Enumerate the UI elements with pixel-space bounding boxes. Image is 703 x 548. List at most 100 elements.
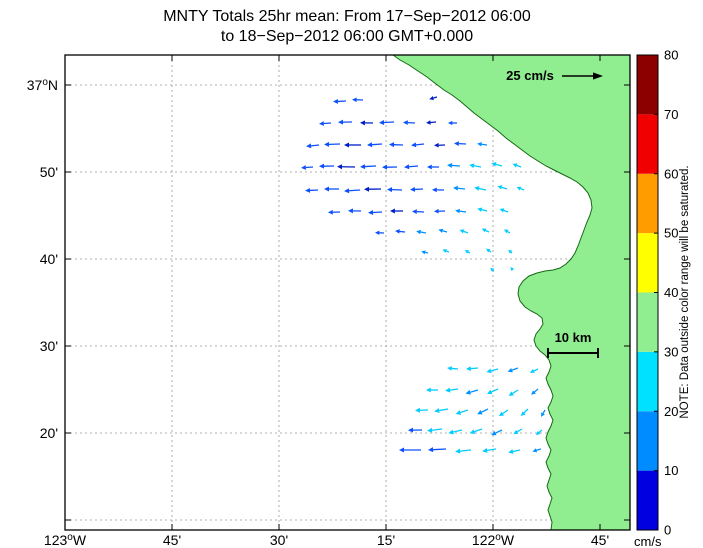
current-vector — [520, 408, 529, 416]
vector-head-icon — [434, 142, 439, 148]
vector-shaft — [481, 408, 489, 413]
deg-direction: N — [48, 77, 58, 93]
current-vector — [535, 429, 543, 436]
vector-shaft — [470, 367, 479, 370]
vector-shaft — [323, 122, 332, 125]
vector-head-icon — [516, 186, 522, 191]
vector-shaft — [470, 389, 479, 393]
current-vector — [319, 163, 335, 169]
current-vector — [395, 229, 406, 234]
current-vector — [382, 164, 398, 170]
current-vector — [434, 408, 449, 414]
current-vector — [477, 142, 488, 147]
current-vector — [453, 185, 466, 191]
scale-bar-label: 10 km — [555, 330, 592, 345]
current-vector — [352, 97, 364, 103]
colorbar-band — [637, 173, 658, 234]
vector-shaft — [451, 367, 459, 370]
vector-shaft — [481, 143, 488, 146]
vector-shaft — [451, 164, 461, 167]
vector-head-icon — [477, 142, 482, 147]
current-vector — [491, 429, 503, 436]
current-vector — [368, 209, 383, 215]
y-tick-label: 37oN — [27, 77, 58, 93]
vector-head-icon — [491, 162, 497, 167]
vector-shaft — [431, 428, 443, 431]
land-polygon — [391, 54, 631, 531]
vector-shaft — [467, 251, 471, 254]
current-vector — [469, 428, 483, 434]
vector-head-icon — [469, 163, 475, 169]
vector-shaft — [512, 449, 521, 453]
scale-bar: 10 km — [547, 330, 599, 358]
current-vector — [503, 229, 511, 234]
current-vector — [455, 448, 472, 454]
current-vector — [387, 187, 403, 193]
current-vector — [367, 142, 383, 148]
vector-shaft — [495, 163, 503, 167]
vector-head-icon — [367, 142, 373, 148]
vector-shaft — [491, 388, 499, 393]
deg-value: 123 — [44, 532, 68, 548]
vector-head-icon — [337, 164, 343, 170]
current-vector — [333, 98, 347, 104]
current-vector — [459, 229, 469, 234]
vector-head-icon — [465, 389, 471, 395]
vector-head-icon — [352, 97, 357, 103]
current-vector — [447, 162, 461, 168]
vector-shaft — [516, 428, 523, 433]
vector-head-icon — [455, 208, 461, 214]
current-vector — [429, 96, 438, 101]
vector-shaft — [460, 409, 469, 414]
vector-head-icon — [464, 250, 470, 254]
vector-shaft — [459, 210, 467, 213]
vector-head-icon — [301, 165, 306, 170]
vector-shaft — [463, 230, 469, 234]
vector-head-icon — [348, 208, 353, 214]
vector-shaft — [424, 251, 429, 254]
vector-head-icon — [328, 209, 333, 215]
current-vector — [338, 119, 353, 125]
vector-head-icon — [427, 427, 433, 433]
current-vector — [427, 427, 443, 433]
current-vector — [499, 208, 509, 213]
vector-shaft — [459, 449, 472, 452]
vector-shaft — [408, 165, 419, 168]
vector-shaft — [510, 251, 513, 254]
vector-shaft — [501, 186, 508, 190]
current-vector — [508, 449, 521, 454]
current-vector — [426, 387, 438, 393]
current-vector — [477, 207, 488, 212]
current-vector — [486, 248, 492, 253]
current-vector — [507, 367, 519, 373]
vector-shaft — [488, 250, 492, 253]
vector-head-icon — [481, 228, 487, 233]
vector-shaft — [536, 448, 542, 451]
vector-head-icon — [415, 407, 421, 413]
colorbar-tick-label: 40 — [664, 285, 678, 300]
current-vector — [497, 185, 508, 190]
current-vector — [454, 141, 467, 147]
current-vector — [319, 121, 332, 126]
vector-shaft — [485, 229, 490, 233]
vector-head-icon — [429, 96, 434, 101]
colorbar-band — [637, 292, 658, 352]
colorbar-band — [637, 351, 658, 412]
x-tick-label: 123oW — [44, 532, 87, 548]
current-vector — [344, 142, 361, 148]
vector-head-icon — [486, 368, 492, 374]
current-vector — [490, 267, 495, 272]
vector-head-icon — [442, 249, 447, 253]
current-vector — [364, 186, 382, 192]
vector-shaft — [474, 428, 483, 433]
vector-shaft — [415, 143, 425, 146]
current-vector — [447, 366, 459, 371]
vector-head-icon — [497, 185, 503, 190]
vector-head-icon — [360, 164, 366, 170]
vector-head-icon — [508, 449, 514, 454]
current-vector — [498, 409, 509, 417]
current-vector — [421, 250, 429, 255]
reference-arrow-label: 25 cm/s — [506, 68, 554, 83]
